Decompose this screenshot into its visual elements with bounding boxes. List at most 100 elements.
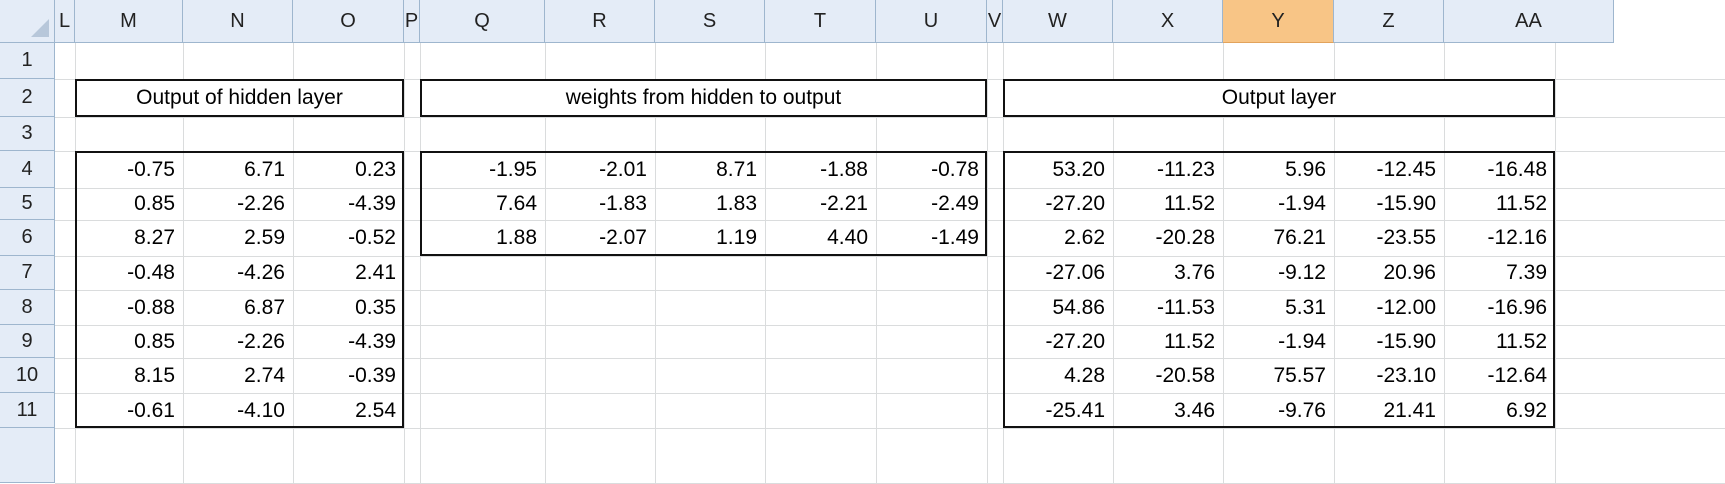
cell-u6[interactable]: -1.49	[931, 226, 979, 249]
cell-o9[interactable]: -4.39	[348, 330, 396, 353]
cell-aa4[interactable]: -16.48	[1487, 158, 1547, 181]
cell-o10[interactable]: -0.39	[348, 364, 396, 387]
cell-z9[interactable]: -15.90	[1376, 330, 1436, 353]
cell-o11[interactable]: 2.54	[355, 399, 396, 422]
cell-y5[interactable]: -1.94	[1278, 192, 1326, 215]
cell-w10[interactable]: 4.28	[1064, 364, 1105, 387]
cell-n11[interactable]: -4.10	[237, 399, 285, 422]
cell-x8[interactable]: -11.53	[1157, 296, 1215, 319]
cell-q5[interactable]: 7.64	[496, 192, 537, 215]
cell-z5[interactable]: -15.90	[1376, 192, 1436, 215]
cell-z4[interactable]: -12.45	[1376, 158, 1436, 181]
cell-y7[interactable]: -9.12	[1278, 261, 1326, 284]
cell-m11[interactable]: -0.61	[127, 399, 175, 422]
cell-q6[interactable]: 1.88	[496, 226, 537, 249]
cell-x6[interactable]: -20.28	[1155, 226, 1215, 249]
column-header-o[interactable]: O	[293, 0, 404, 43]
cell-m8[interactable]: -0.88	[127, 296, 175, 319]
cell-aa5[interactable]: 11.52	[1496, 192, 1547, 215]
cell-y4[interactable]: 5.96	[1285, 158, 1326, 181]
cell-w8[interactable]: 54.86	[1052, 296, 1105, 319]
cell-m5[interactable]: 0.85	[134, 192, 175, 215]
cell-t6[interactable]: 4.40	[827, 226, 868, 249]
cell-aa7[interactable]: 7.39	[1506, 261, 1547, 284]
cell-y11[interactable]: -9.76	[1278, 399, 1326, 422]
column-header-p[interactable]: P	[404, 0, 420, 43]
cell-u4[interactable]: -0.78	[931, 158, 979, 181]
column-header-s[interactable]: S	[655, 0, 765, 43]
cell-w5[interactable]: -27.20	[1045, 192, 1105, 215]
cell-w11[interactable]: -25.41	[1045, 399, 1105, 422]
cell-z11[interactable]: 21.41	[1383, 399, 1436, 422]
cell-aa10[interactable]: -12.64	[1487, 364, 1547, 387]
cell-w9[interactable]: -27.20	[1045, 330, 1105, 353]
cell-t5[interactable]: -2.21	[820, 192, 868, 215]
column-header-u[interactable]: U	[876, 0, 987, 43]
cell-x11[interactable]: 3.46	[1174, 399, 1215, 422]
row-header-10[interactable]: 10	[0, 358, 55, 393]
row-header-4[interactable]: 4	[0, 151, 55, 188]
cell-w4[interactable]: 53.20	[1052, 158, 1105, 181]
cell-t4[interactable]: -1.88	[820, 158, 868, 181]
weights-title[interactable]: weights from hidden to output	[420, 79, 987, 117]
cell-o5[interactable]: -4.39	[348, 192, 396, 215]
cell-s6[interactable]: 1.19	[716, 226, 757, 249]
column-header-q[interactable]: Q	[420, 0, 545, 43]
column-header-x[interactable]: X	[1113, 0, 1223, 43]
column-header-aa[interactable]: AA	[1444, 0, 1614, 43]
cell-aa9[interactable]: 11.52	[1496, 330, 1547, 353]
column-header-m[interactable]: M	[75, 0, 183, 43]
cell-m4[interactable]: -0.75	[127, 158, 175, 181]
cell-n8[interactable]: 6.87	[244, 296, 285, 319]
cell-m7[interactable]: -0.48	[127, 261, 175, 284]
column-header-y[interactable]: Y	[1223, 0, 1334, 43]
cell-x9[interactable]: 11.52	[1164, 330, 1215, 353]
cell-aa11[interactable]: 6.92	[1506, 399, 1547, 422]
cell-z8[interactable]: -12.00	[1376, 296, 1436, 319]
cell-x4[interactable]: -11.23	[1157, 158, 1215, 181]
column-header-n[interactable]: N	[183, 0, 293, 43]
cell-aa8[interactable]: -16.96	[1487, 296, 1547, 319]
cell-r4[interactable]: -2.01	[599, 158, 647, 181]
cell-w7[interactable]: -27.06	[1045, 261, 1105, 284]
cell-n9[interactable]: -2.26	[237, 330, 285, 353]
cell-y9[interactable]: -1.94	[1278, 330, 1326, 353]
cell-y6[interactable]: 76.21	[1273, 226, 1326, 249]
cell-x5[interactable]: 11.52	[1164, 192, 1215, 215]
row-header-2[interactable]: 2	[0, 79, 55, 117]
cell-n10[interactable]: 2.74	[244, 364, 285, 387]
hidden-output-title[interactable]: Output of hidden layer	[75, 79, 404, 117]
column-header-r[interactable]: R	[545, 0, 655, 43]
row-header-9[interactable]: 9	[0, 325, 55, 358]
row-header-5[interactable]: 5	[0, 188, 55, 220]
column-header-z[interactable]: Z	[1334, 0, 1444, 43]
cell-m9[interactable]: 0.85	[134, 330, 175, 353]
row-header-8[interactable]: 8	[0, 290, 55, 325]
cell-s4[interactable]: 8.71	[716, 158, 757, 181]
cell-o6[interactable]: -0.52	[348, 226, 396, 249]
cell-n4[interactable]: 6.71	[244, 158, 285, 181]
row-header-12[interactable]	[0, 428, 55, 483]
row-header-1[interactable]: 1	[0, 43, 55, 79]
cell-r5[interactable]: -1.83	[599, 192, 647, 215]
cell-s5[interactable]: 1.83	[716, 192, 757, 215]
cell-n5[interactable]: -2.26	[237, 192, 285, 215]
row-header-11[interactable]: 11	[0, 393, 55, 428]
column-header-l[interactable]: L	[55, 0, 75, 43]
row-header-3[interactable]: 3	[0, 117, 55, 151]
row-header-6[interactable]: 6	[0, 220, 55, 256]
column-header-w[interactable]: W	[1003, 0, 1113, 43]
cell-y10[interactable]: 75.57	[1273, 364, 1326, 387]
cell-m6[interactable]: 8.27	[134, 226, 175, 249]
column-header-t[interactable]: T	[765, 0, 876, 43]
cell-z6[interactable]: -23.55	[1376, 226, 1436, 249]
cell-aa6[interactable]: -12.16	[1487, 226, 1547, 249]
cell-x7[interactable]: 3.76	[1174, 261, 1215, 284]
cell-r6[interactable]: -2.07	[599, 226, 647, 249]
cell-o7[interactable]: 2.41	[355, 261, 396, 284]
cell-n6[interactable]: 2.59	[244, 226, 285, 249]
cell-z7[interactable]: 20.96	[1383, 261, 1436, 284]
cell-o4[interactable]: 0.23	[355, 158, 396, 181]
output-layer-title[interactable]: Output layer	[1003, 79, 1555, 117]
cell-u5[interactable]: -2.49	[931, 192, 979, 215]
